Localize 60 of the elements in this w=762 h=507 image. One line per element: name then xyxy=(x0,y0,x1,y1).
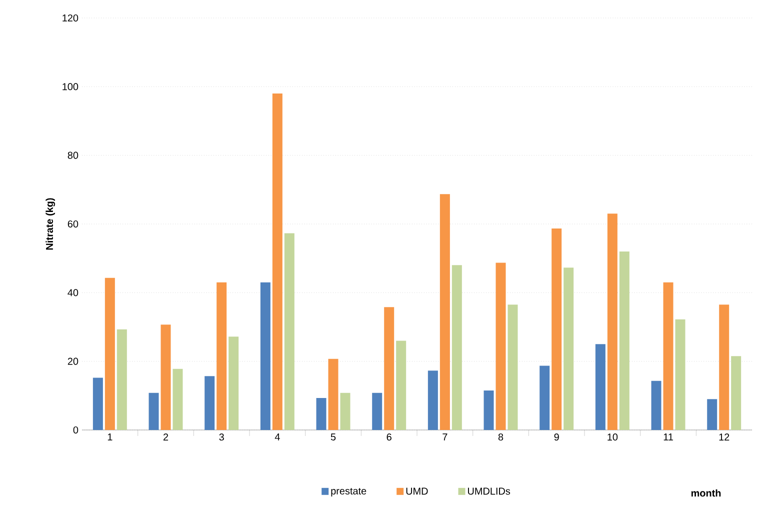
bar xyxy=(440,194,450,430)
y-tick-label: 0 xyxy=(73,426,78,434)
bar xyxy=(328,358,338,430)
x-tick-label: 5 xyxy=(330,434,336,440)
bar xyxy=(172,368,183,430)
x-tick-label: 12 xyxy=(719,434,730,440)
x-tick-label: 10 xyxy=(608,434,618,441)
bar xyxy=(719,304,730,430)
bar xyxy=(104,278,115,430)
x-tick-label: 1 xyxy=(108,434,112,440)
bar xyxy=(396,340,406,430)
y-tick-label: 40 xyxy=(68,289,78,296)
bar xyxy=(452,265,462,430)
bar xyxy=(160,324,171,430)
bar xyxy=(595,344,606,430)
bar xyxy=(564,268,574,430)
bar xyxy=(540,366,550,430)
bar xyxy=(663,282,674,430)
bar xyxy=(216,282,227,430)
x-tick-label: 3 xyxy=(219,434,224,441)
y-tick-label: 20 xyxy=(68,358,78,365)
bar xyxy=(92,378,103,430)
legend-label: UMDLIDs xyxy=(468,488,510,495)
x-tick-label: 11 xyxy=(664,434,673,440)
bar xyxy=(428,370,438,430)
bar xyxy=(651,380,662,430)
bar xyxy=(340,392,350,430)
bar xyxy=(675,319,686,430)
bar xyxy=(731,356,742,430)
y-tick-label: 120 xyxy=(62,14,78,22)
legend-label: UMD xyxy=(406,488,428,495)
x-tick-label: 6 xyxy=(386,434,392,441)
y-axis-title: Nitrate (kg) xyxy=(46,198,56,250)
bar xyxy=(707,399,718,430)
bar xyxy=(619,251,630,430)
x-tick-label: 2 xyxy=(163,434,168,440)
legend-label: prestate xyxy=(331,488,366,496)
bar xyxy=(228,336,239,430)
x-tick-label: 8 xyxy=(498,434,504,441)
x-tick-label: 9 xyxy=(554,434,559,441)
bar xyxy=(496,262,506,430)
x-tick-label: 4 xyxy=(274,434,280,440)
bar xyxy=(260,282,270,430)
y-tick-label: 100 xyxy=(62,83,78,90)
bar xyxy=(204,376,215,430)
bar xyxy=(552,228,562,430)
bar xyxy=(148,392,159,430)
bar xyxy=(508,304,518,430)
bar xyxy=(316,398,326,430)
bar xyxy=(484,390,494,430)
bar xyxy=(372,392,382,430)
x-axis-title: month xyxy=(691,489,721,497)
bar xyxy=(607,214,618,430)
x-tick-label: 7 xyxy=(442,434,448,440)
bar xyxy=(284,233,294,430)
y-tick-label: 80 xyxy=(68,152,78,159)
bar xyxy=(384,307,394,430)
bar xyxy=(272,94,282,430)
bar xyxy=(116,329,127,430)
y-tick-label: 60 xyxy=(68,220,78,228)
